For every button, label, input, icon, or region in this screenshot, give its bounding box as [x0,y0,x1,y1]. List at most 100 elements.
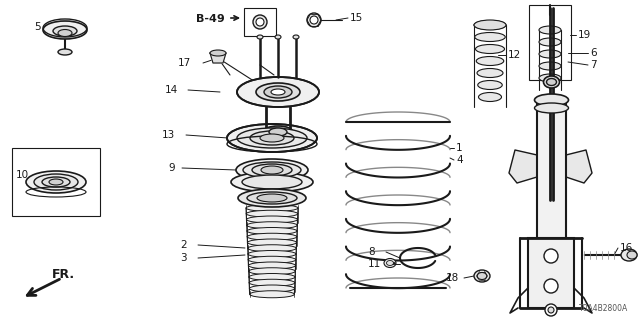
Ellipse shape [474,20,506,29]
Ellipse shape [261,166,283,174]
Ellipse shape [248,256,296,263]
Bar [12,148,100,216]
Ellipse shape [543,76,559,88]
Ellipse shape [257,194,287,202]
Text: 5: 5 [34,22,40,32]
Ellipse shape [475,33,505,42]
Ellipse shape [248,245,296,252]
Text: 18: 18 [446,273,460,283]
Ellipse shape [479,92,502,101]
Ellipse shape [256,18,264,26]
Ellipse shape [257,35,263,39]
Ellipse shape [539,74,561,82]
Ellipse shape [256,83,300,101]
Ellipse shape [260,134,284,142]
Ellipse shape [58,49,72,55]
Text: 1: 1 [456,143,463,153]
Ellipse shape [252,164,292,176]
Ellipse shape [237,77,319,107]
Text: 3: 3 [180,253,187,263]
Ellipse shape [58,29,72,36]
Ellipse shape [539,62,561,70]
Ellipse shape [544,279,558,293]
Ellipse shape [247,228,297,235]
Ellipse shape [548,307,554,313]
Ellipse shape [477,273,487,279]
Ellipse shape [247,222,297,229]
Ellipse shape [236,159,308,181]
Ellipse shape [477,81,502,90]
Ellipse shape [42,177,70,187]
Text: 16: 16 [620,243,633,253]
Text: 2: 2 [180,240,187,250]
Ellipse shape [210,50,226,56]
Ellipse shape [627,251,637,259]
Text: 11: 11 [368,259,381,269]
Ellipse shape [534,94,568,106]
Text: FR.: FR. [52,268,75,282]
Ellipse shape [476,57,504,66]
Ellipse shape [534,103,568,113]
Ellipse shape [249,279,295,286]
Ellipse shape [248,262,296,269]
Ellipse shape [238,189,306,207]
Polygon shape [566,150,592,183]
Text: 17: 17 [178,58,191,68]
Text: 19: 19 [578,30,591,40]
Ellipse shape [477,68,503,77]
Ellipse shape [293,35,299,39]
Ellipse shape [26,171,86,193]
Text: 14: 14 [165,85,179,95]
Ellipse shape [243,162,301,178]
Text: 8: 8 [368,247,374,257]
Ellipse shape [263,126,293,138]
Ellipse shape [547,78,557,85]
Ellipse shape [275,35,281,39]
Ellipse shape [250,291,294,298]
Ellipse shape [271,89,285,95]
Bar [529,5,571,80]
Text: 6: 6 [590,48,596,58]
Ellipse shape [43,21,87,39]
Ellipse shape [539,50,561,58]
Text: 4: 4 [456,155,463,165]
Ellipse shape [621,249,637,261]
Ellipse shape [246,216,298,223]
Ellipse shape [249,274,295,281]
Ellipse shape [49,179,63,185]
Ellipse shape [476,44,504,53]
Ellipse shape [250,131,294,145]
Ellipse shape [539,38,561,46]
Ellipse shape [387,260,394,266]
Ellipse shape [253,15,267,29]
Polygon shape [509,150,537,183]
Ellipse shape [264,86,292,98]
Ellipse shape [34,174,78,190]
Ellipse shape [237,128,307,148]
Ellipse shape [247,233,297,240]
Ellipse shape [246,210,298,217]
Ellipse shape [250,285,294,292]
Ellipse shape [53,26,77,36]
Ellipse shape [246,204,298,212]
Text: 15: 15 [350,13,364,23]
Ellipse shape [384,259,396,268]
Ellipse shape [231,172,313,192]
Ellipse shape [307,13,321,27]
Ellipse shape [544,249,558,263]
Ellipse shape [545,304,557,316]
Text: T0A4B2800A: T0A4B2800A [579,304,628,313]
Ellipse shape [539,26,561,34]
Ellipse shape [227,124,317,152]
Text: 7: 7 [590,60,596,70]
Text: 12: 12 [508,50,521,60]
Text: 10: 10 [16,170,29,180]
Ellipse shape [242,175,302,189]
Ellipse shape [248,251,296,258]
Ellipse shape [249,268,295,275]
Ellipse shape [474,20,506,30]
Polygon shape [210,53,226,63]
Bar [244,8,276,36]
Text: B-49: B-49 [196,14,225,24]
Ellipse shape [247,192,297,204]
